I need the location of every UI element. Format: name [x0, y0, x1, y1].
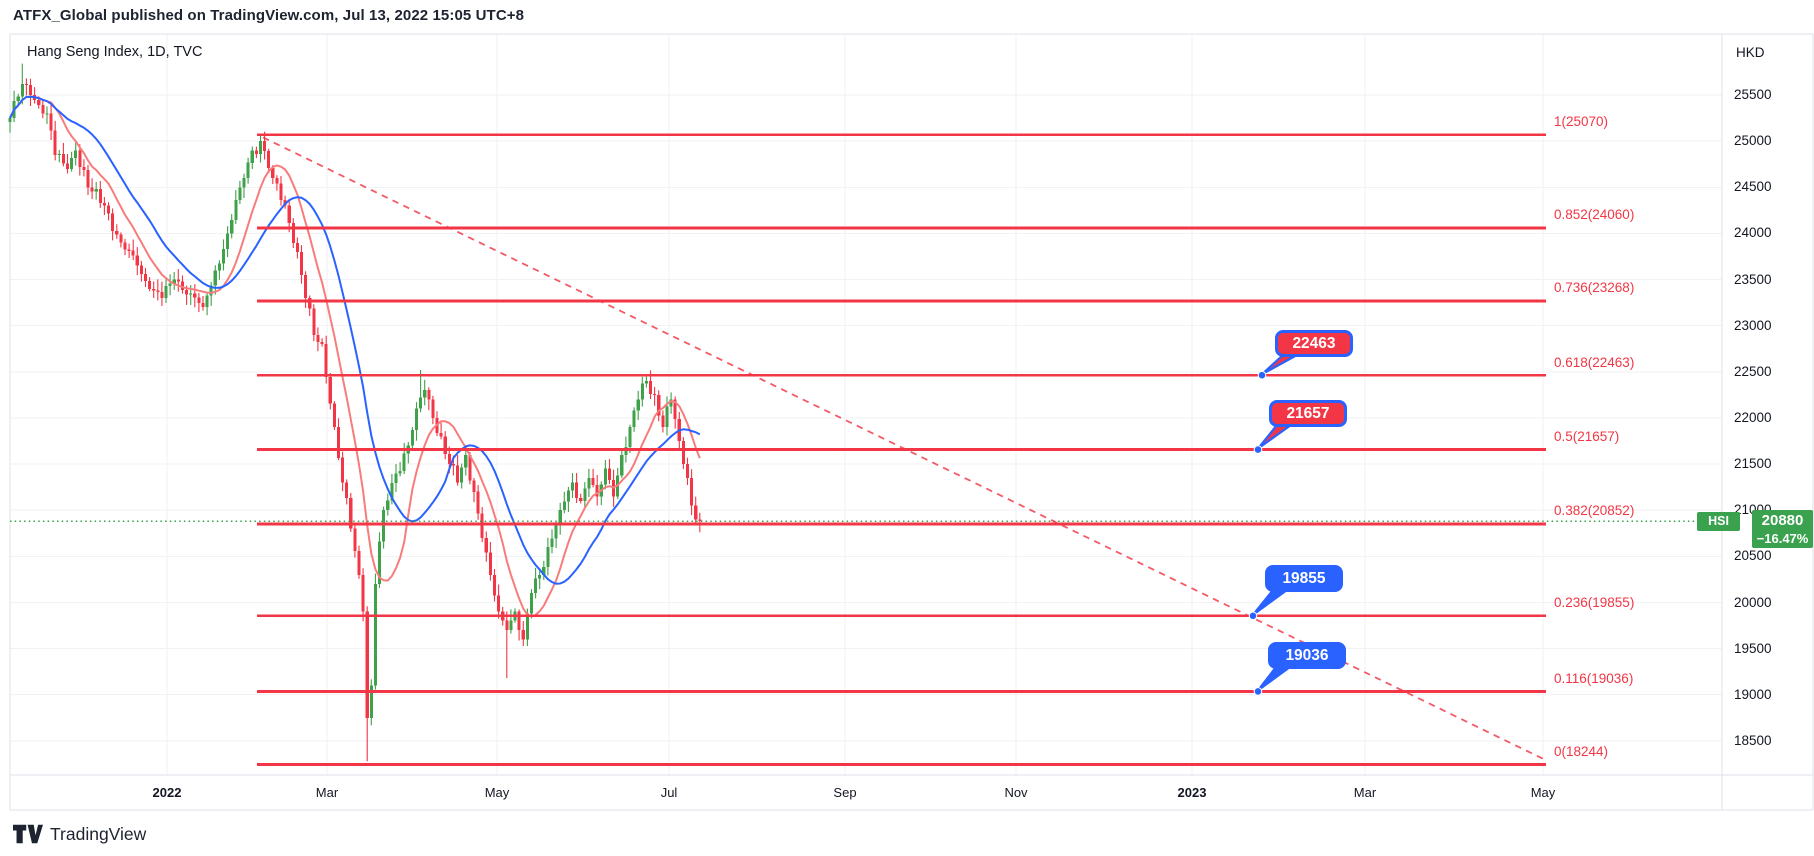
- last-price: 20880: [1761, 512, 1804, 529]
- publish-header: ATFX_Global published on TradingView.com…: [13, 7, 525, 24]
- currency-label: HKD: [1736, 45, 1765, 60]
- price-axis-label: 20000: [1734, 594, 1772, 610]
- price-axis-label: 22000: [1734, 409, 1772, 425]
- fib-level-label: 1(25070): [1554, 114, 1609, 130]
- fib-level-label: 0.852(24060): [1554, 207, 1635, 223]
- price-axis-label: 19500: [1734, 640, 1772, 656]
- last-price-flag: 20880 −16.47%: [1752, 510, 1813, 548]
- price-axis-label: 24000: [1734, 225, 1772, 241]
- price-axis-label: 23000: [1734, 317, 1772, 333]
- fib-level-label: 0.116(19036): [1554, 670, 1634, 686]
- price-axis-label: 20500: [1734, 548, 1772, 564]
- time-axis-label: Sep: [833, 785, 857, 800]
- fib-level-label: 0.618(22463): [1554, 354, 1635, 370]
- price-axis-label: 22500: [1734, 363, 1772, 379]
- time-axis-label: Mar: [1353, 785, 1377, 800]
- change-percent: −16.47%: [1756, 531, 1809, 546]
- fib-level-label: 0.382(20852): [1554, 503, 1635, 519]
- fib-level-label: 0.236(19855): [1554, 595, 1635, 611]
- time-axis-label: Nov: [1004, 785, 1028, 800]
- time-axis-label: 2023: [1177, 785, 1207, 800]
- price-axis-label: 25000: [1734, 133, 1772, 149]
- price-callout-badge[interactable]: 21657: [1269, 400, 1347, 427]
- tradingview-logo-text[interactable]: TradingView: [50, 823, 147, 844]
- time-axis-label: 2022: [152, 785, 182, 800]
- chart-legend: Hang Seng Index, 1D, TVC: [27, 44, 203, 60]
- symbol-flag: HSI: [1697, 512, 1740, 531]
- fib-level-label: 0.736(23268): [1554, 280, 1635, 296]
- price-axis-label: 24500: [1734, 179, 1772, 195]
- time-axis-label: Jul: [660, 785, 678, 800]
- price-axis-label: 21500: [1734, 456, 1772, 472]
- footer: TradingView: [13, 821, 146, 847]
- time-axis-label: May: [1530, 785, 1556, 800]
- price-axis-label: 25500: [1734, 87, 1772, 102]
- fib-level-label: 0(18244): [1554, 744, 1609, 759]
- price-axis-label: 23500: [1734, 271, 1772, 287]
- price-callout-badge[interactable]: 22463: [1275, 330, 1353, 357]
- price-axis-label: 19000: [1734, 686, 1772, 702]
- price-callout-badge[interactable]: 19855: [1265, 565, 1343, 592]
- tradingview-logo-icon[interactable]: [13, 823, 43, 845]
- price-axis-label: 18500: [1734, 732, 1772, 748]
- price-callout-badge[interactable]: 19036: [1268, 642, 1346, 669]
- time-axis-label: May: [484, 785, 510, 800]
- fib-level-label: 0.5(21657): [1554, 429, 1620, 445]
- time-axis-label: Mar: [315, 785, 339, 800]
